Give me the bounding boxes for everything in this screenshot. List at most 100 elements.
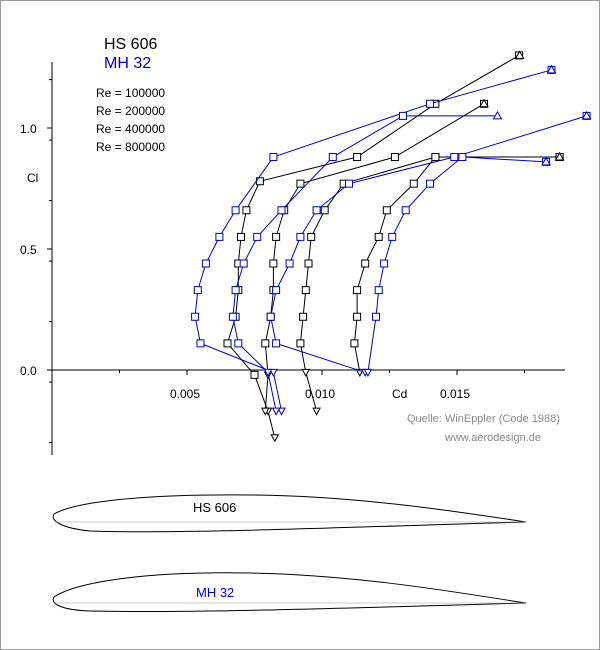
point-marker-square — [296, 232, 305, 241]
point-marker-square — [231, 206, 240, 215]
airfoil-hs606-label: HS 606 — [193, 500, 236, 515]
series-line — [270, 115, 587, 373]
airfoil-mh32-contour — [52, 572, 527, 613]
website-credit: www.aerodesign.de — [445, 432, 542, 444]
point-marker-triangle-down — [301, 368, 311, 377]
point-marker-square — [431, 153, 440, 162]
series-hs606-re-400000 — [296, 152, 565, 416]
series-mh32-re-100000 — [191, 64, 557, 416]
cl-max-marker-triangle-up — [546, 64, 557, 74]
point-marker-square — [304, 259, 313, 268]
legend-mh32: MH 32 — [104, 55, 152, 72]
legend-re-800000: Re = 800000 — [96, 140, 166, 154]
cl-max-marker-triangle-up — [581, 110, 592, 120]
point-marker-square — [285, 259, 294, 268]
x-axis-label: Cd — [392, 387, 407, 401]
airfoil-hs606-contour — [52, 494, 527, 533]
point-marker-square — [388, 232, 397, 241]
point-marker-square — [269, 259, 278, 268]
point-marker-square — [458, 153, 467, 162]
point-marker-square — [272, 286, 281, 295]
series-line — [226, 54, 520, 438]
airfoil-hs606-drawing: HS 606 — [52, 494, 527, 533]
point-marker-square — [390, 153, 399, 162]
series-mh32-re-800000 — [363, 153, 551, 377]
point-marker-square — [215, 232, 224, 241]
point-marker-square — [296, 179, 305, 188]
y-tick-label-1: 1.0 — [20, 122, 37, 136]
series-line — [367, 156, 547, 373]
point-marker-square — [201, 259, 210, 268]
point-marker-square — [299, 312, 308, 321]
point-marker-square — [345, 179, 353, 188]
y-tick-label-0: 0.0 — [20, 364, 37, 378]
airfoil-mh32-drawing: MH 32 — [52, 572, 527, 613]
series-hs606-re-800000 — [350, 152, 565, 377]
point-marker-triangle-down — [363, 368, 373, 377]
series-layer — [191, 50, 592, 443]
series-mh32-re-400000 — [266, 110, 592, 377]
cl-max-marker-triangle-up — [541, 156, 551, 166]
point-marker-triangle-down — [277, 407, 286, 416]
point-marker-square — [380, 259, 389, 268]
point-marker-square — [399, 111, 407, 120]
point-marker-triangle-down — [269, 368, 278, 377]
point-marker-square — [374, 286, 383, 295]
point-marker-square — [234, 339, 243, 348]
point-marker-square — [228, 312, 237, 321]
point-marker-triangle-down — [260, 407, 270, 416]
point-marker-triangle-down — [270, 434, 280, 443]
point-marker-square — [382, 206, 391, 215]
point-marker-square — [191, 312, 200, 321]
point-marker-square — [272, 339, 281, 348]
cl-max-marker-triangle-up — [479, 98, 489, 108]
point-marker-square — [307, 232, 316, 241]
legend-hs606: HS 606 — [104, 36, 158, 53]
point-marker-square — [261, 339, 270, 348]
point-marker-square — [328, 153, 337, 162]
point-marker-square — [296, 339, 305, 348]
legend-re-100000: Re = 100000 — [96, 86, 166, 100]
point-marker-square — [223, 339, 232, 348]
point-marker-square — [239, 259, 248, 268]
point-marker-triangle-down — [312, 407, 321, 416]
legend-re-400000: Re = 400000 — [96, 122, 166, 136]
point-marker-square — [193, 286, 202, 295]
y-axis-label: Cl — [27, 171, 38, 185]
x-tick-label-0015: 0.015 — [440, 387, 470, 401]
series-mh32-re-200000 — [228, 110, 503, 416]
series-line — [194, 69, 552, 412]
point-marker-square — [350, 339, 359, 348]
point-marker-triangle-down — [271, 407, 281, 416]
point-marker-square — [272, 232, 281, 241]
cl-max-marker-triangle-up — [514, 50, 525, 59]
point-marker-square — [196, 339, 205, 348]
point-marker-square — [450, 153, 459, 162]
point-marker-square — [361, 259, 370, 268]
series-line — [353, 156, 560, 373]
point-marker-square — [237, 232, 245, 241]
x-tick-label-0010: 0.010 — [305, 387, 335, 401]
point-marker-square — [353, 312, 362, 321]
point-marker-square — [250, 370, 259, 379]
point-marker-triangle-down — [263, 368, 273, 377]
y-tick-label-05: 0.5 — [20, 243, 37, 257]
point-marker-square — [242, 206, 251, 215]
point-marker-square — [374, 232, 383, 241]
point-marker-square — [426, 99, 434, 108]
airfoil-mh32-label: MH 32 — [196, 585, 234, 600]
cl-max-marker-triangle-up — [554, 152, 565, 161]
point-marker-square — [409, 179, 418, 188]
point-marker-square — [312, 206, 321, 215]
source-credit: Quelle: WinEppler (Code 1988) — [407, 413, 560, 425]
point-marker-square — [426, 179, 434, 188]
point-marker-square — [372, 312, 380, 321]
point-marker-square — [301, 286, 310, 295]
cl-max-marker-triangle-up — [492, 110, 503, 120]
legend-re-200000: Re = 200000 — [96, 104, 166, 118]
point-marker-square — [253, 232, 262, 241]
point-marker-square — [353, 286, 362, 295]
x-tick-label-0005: 0.005 — [170, 387, 200, 401]
series-hs606-re-200000 — [260, 98, 489, 416]
